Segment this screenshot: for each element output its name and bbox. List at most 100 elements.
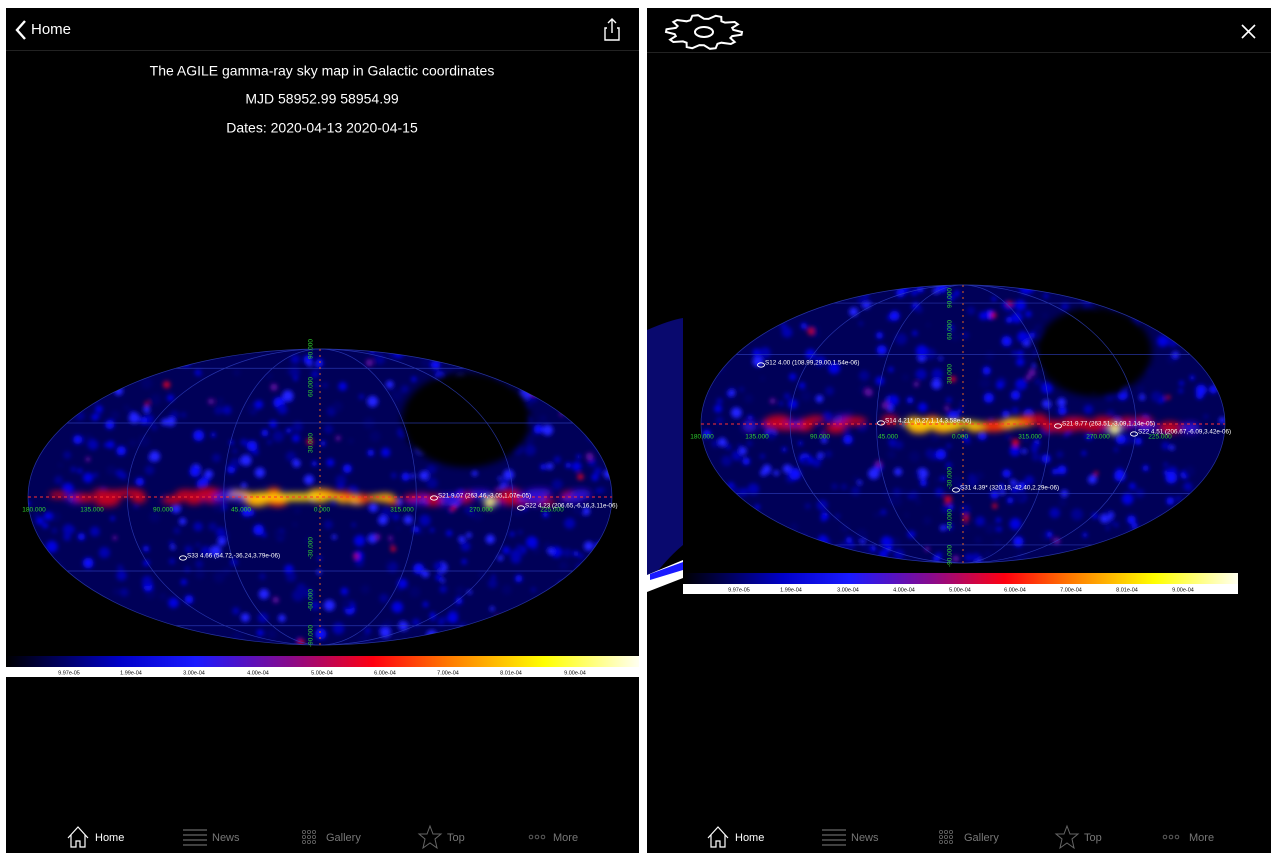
longitude-label: 90.000 <box>153 507 173 514</box>
emission-blob <box>110 516 115 521</box>
emission-blob <box>784 393 790 399</box>
emission-blob <box>278 614 286 622</box>
emission-blob <box>867 302 872 307</box>
emission-blob <box>1011 390 1021 400</box>
emission-blob <box>1083 533 1088 538</box>
emission-blob <box>167 395 174 402</box>
emission-blob <box>1043 313 1048 318</box>
emission-blob <box>564 518 575 529</box>
plane-blob <box>232 494 245 501</box>
colorbar-label: 9.97e-05 <box>58 670 80 676</box>
emission-blob <box>378 515 388 525</box>
colorbar-label: 9.00e-04 <box>1172 587 1194 593</box>
emission-blob <box>293 376 297 380</box>
emission-blob <box>462 559 467 564</box>
colorbar-label: 9.00e-04 <box>564 670 586 676</box>
source-label: S22 4.51 (206.67,-6.09,3.42e-06) <box>1138 429 1231 436</box>
emission-blob <box>975 516 985 526</box>
emission-blob <box>390 546 396 552</box>
emission-blob <box>1127 515 1136 524</box>
emission-blob <box>805 349 815 359</box>
plane-blob <box>403 494 421 500</box>
emission-blob <box>401 385 409 393</box>
emission-blob <box>379 594 388 603</box>
emission-blob <box>1176 496 1181 501</box>
map-dates: Dates: 2020-04-13 2020-04-15 <box>226 120 418 136</box>
colorbar <box>683 573 1238 584</box>
emission-blob <box>195 560 203 568</box>
emission-blob <box>1015 300 1026 311</box>
emission-blob <box>759 347 770 358</box>
emission-blob <box>259 589 269 599</box>
emission-blob <box>979 312 987 320</box>
emission-blob <box>99 547 110 558</box>
emission-blob <box>591 474 598 481</box>
emission-blob <box>388 536 393 541</box>
emission-blob <box>984 393 994 403</box>
emission-blob <box>120 588 129 597</box>
emission-blob <box>217 537 226 546</box>
latitude-label: -30.000 <box>947 467 954 489</box>
emission-blob <box>159 593 166 600</box>
emission-blob <box>739 447 747 455</box>
emission-blob <box>54 476 63 485</box>
emission-blob <box>434 562 443 571</box>
emission-blob <box>851 486 860 495</box>
emission-blob <box>341 588 348 595</box>
emission-blob <box>366 359 373 366</box>
tab-label: Gallery <box>326 832 361 844</box>
emission-blob <box>1019 384 1023 388</box>
emission-blob <box>490 606 495 611</box>
plane-blob <box>1030 414 1047 425</box>
emission-blob <box>894 440 903 449</box>
longitude-label: 270.000 <box>469 507 493 514</box>
emission-blob <box>744 394 753 403</box>
emission-blob <box>540 464 546 470</box>
emission-blob <box>882 402 889 409</box>
emission-blob <box>430 528 434 532</box>
colorbar-label: 9.97e-05 <box>728 587 750 593</box>
emission-blob <box>230 458 240 468</box>
emission-blob <box>849 307 858 316</box>
latitude-label: -30.000 <box>308 537 315 559</box>
source-label: S33 4.66 (54.72,-36.24,3.79e-06) <box>187 553 280 560</box>
emission-blob <box>946 397 952 403</box>
emission-blob <box>241 483 247 489</box>
emission-blob <box>502 479 507 484</box>
back-label: Home <box>31 21 71 38</box>
emission-blob <box>240 455 251 466</box>
latitude-label: -60.000 <box>947 509 954 531</box>
emission-blob <box>746 440 752 446</box>
emission-blob <box>149 451 160 462</box>
emission-blob <box>1169 445 1174 450</box>
emission-blob <box>1022 449 1027 454</box>
emission-blob <box>1017 350 1023 356</box>
emission-blob <box>559 561 568 570</box>
emission-blob <box>739 387 744 392</box>
emission-blob <box>721 456 732 467</box>
latitude-label: 30.000 <box>308 433 315 453</box>
emission-blob <box>390 541 394 545</box>
latitude-label: -90.000 <box>947 545 954 567</box>
emission-blob <box>208 398 214 404</box>
longitude-label: 45.000 <box>878 434 898 441</box>
emission-blob <box>261 429 268 436</box>
emission-blob <box>525 445 536 456</box>
emission-blob <box>397 578 407 588</box>
emission-blob <box>923 517 931 525</box>
emission-blob <box>367 396 378 407</box>
emission-blob <box>770 398 776 404</box>
emission-blob <box>216 527 226 537</box>
emission-blob <box>367 449 374 456</box>
emission-blob <box>865 388 873 396</box>
emission-blob <box>438 619 444 625</box>
emission-blob <box>312 461 317 466</box>
emission-blob <box>456 586 466 596</box>
emission-blob <box>972 553 980 561</box>
emission-blob <box>563 548 572 557</box>
source-label: S21 9.77 (263.51,-3.09,1.14e-05) <box>1062 421 1155 428</box>
emission-blob <box>739 488 748 497</box>
emission-blob <box>502 585 512 595</box>
emission-blob <box>868 468 880 480</box>
emission-blob <box>914 472 920 478</box>
